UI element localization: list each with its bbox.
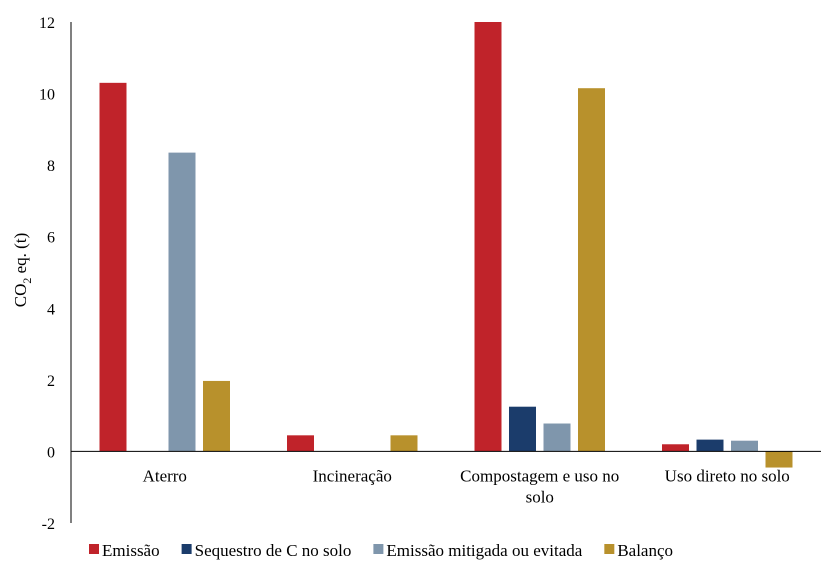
legend-label: Balanço <box>617 541 673 560</box>
legend-swatch <box>89 544 99 554</box>
bar <box>99 82 127 452</box>
x-category-label-line: solo <box>526 487 554 506</box>
bar <box>390 435 418 452</box>
x-category-label: Aterro <box>143 466 187 485</box>
bar <box>731 440 758 452</box>
legend-label: Emissão <box>102 541 160 560</box>
legend-swatch <box>181 544 192 554</box>
x-category-label: Compostagem e uso no solo <box>460 466 619 506</box>
x-category-label-line: Uso direto no solo <box>665 466 790 485</box>
x-category-label-line: Compostagem e uso no <box>460 466 619 485</box>
bar <box>203 380 230 452</box>
bar <box>168 152 196 452</box>
y-tick-label: 4 <box>47 301 55 318</box>
bars <box>99 22 793 468</box>
legend-label: Emissão mitigada ou evitada <box>386 541 582 560</box>
bar <box>765 451 793 468</box>
legend-label: Sequestro de C no solo <box>195 541 352 560</box>
y-axis-label-rest: eq. (t) <box>11 233 30 278</box>
x-category-label: Incineração <box>313 466 392 485</box>
y-axis-label-main: CO <box>11 284 30 308</box>
y-tick-label: 10 <box>39 87 55 104</box>
y-tick-label: 6 <box>47 230 55 247</box>
y-axis-label: CO2 eq. (t) <box>11 233 34 307</box>
legend-swatch <box>373 544 384 554</box>
bar <box>578 88 605 452</box>
y-tick-label: 2 <box>47 373 55 390</box>
y-tick-label: 8 <box>47 158 55 175</box>
legend: Emissão Sequestro de C no solo Emissão mit… <box>89 541 673 560</box>
legend-swatch <box>604 544 615 554</box>
x-category-label-line: Incineração <box>313 466 392 485</box>
bar <box>662 444 689 452</box>
bar <box>474 22 502 452</box>
bar <box>287 435 314 452</box>
y-tick-label: 0 <box>47 444 55 461</box>
bar <box>543 423 571 452</box>
y-axis-ticks: -2 0 2 4 6 8 10 12 <box>39 15 55 533</box>
x-category-label: Uso direto no solo <box>665 466 790 485</box>
x-axis-categories: Aterro Incineração Compostagem e uso no sol… <box>143 466 790 506</box>
y-axis-label-subscript: 2 <box>20 278 34 284</box>
bar <box>509 406 536 452</box>
x-category-label-line: Aterro <box>143 466 187 485</box>
y-tick-label: 12 <box>39 15 55 32</box>
y-tick-label: -2 <box>42 516 55 533</box>
bar <box>696 439 724 452</box>
